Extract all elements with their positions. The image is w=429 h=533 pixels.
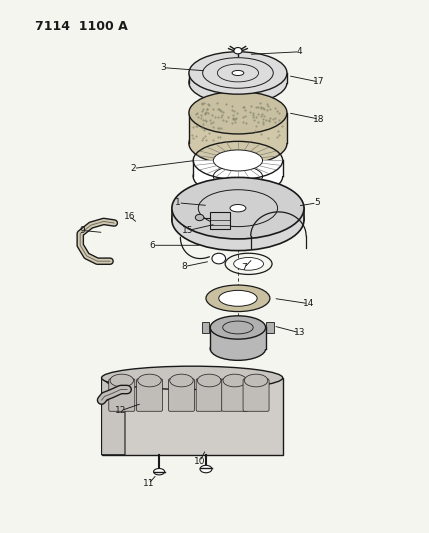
FancyBboxPatch shape [136, 379, 163, 411]
Ellipse shape [210, 337, 266, 360]
Text: 4: 4 [297, 47, 302, 56]
Text: 6: 6 [150, 241, 156, 250]
Ellipse shape [206, 285, 270, 312]
Ellipse shape [212, 253, 226, 264]
Text: 10: 10 [194, 457, 205, 466]
Text: 15: 15 [182, 226, 194, 235]
FancyBboxPatch shape [243, 379, 269, 411]
Ellipse shape [189, 122, 287, 165]
Text: 13: 13 [294, 328, 305, 337]
Bar [189, 113, 287, 143]
Ellipse shape [189, 61, 287, 104]
Bar [210, 327, 266, 349]
Text: 12: 12 [115, 406, 127, 415]
FancyBboxPatch shape [222, 379, 248, 411]
Ellipse shape [172, 189, 304, 251]
FancyBboxPatch shape [169, 379, 194, 411]
Text: 9: 9 [79, 226, 85, 235]
Text: 8: 8 [182, 262, 187, 271]
Ellipse shape [213, 166, 263, 187]
Ellipse shape [210, 316, 266, 339]
Polygon shape [102, 378, 283, 455]
Text: 18: 18 [313, 115, 325, 124]
Ellipse shape [234, 47, 242, 54]
Ellipse shape [189, 92, 287, 134]
Ellipse shape [172, 177, 304, 239]
Bar [266, 321, 274, 333]
FancyBboxPatch shape [196, 379, 222, 411]
Ellipse shape [138, 374, 161, 387]
Ellipse shape [195, 214, 204, 221]
Ellipse shape [234, 257, 263, 270]
Ellipse shape [219, 290, 257, 306]
Ellipse shape [230, 205, 246, 212]
Ellipse shape [193, 157, 283, 196]
Ellipse shape [154, 469, 165, 475]
Text: 3: 3 [160, 63, 166, 72]
Bar [193, 160, 283, 176]
Ellipse shape [232, 70, 244, 76]
Text: 17: 17 [313, 77, 325, 86]
Text: 16: 16 [124, 212, 135, 221]
Ellipse shape [189, 52, 287, 94]
Text: 2: 2 [131, 164, 136, 173]
Polygon shape [102, 378, 125, 455]
Text: 1: 1 [175, 198, 181, 207]
Bar [189, 73, 287, 83]
Ellipse shape [170, 374, 193, 387]
Ellipse shape [102, 366, 283, 390]
Ellipse shape [200, 465, 212, 473]
Ellipse shape [197, 374, 221, 387]
Ellipse shape [110, 374, 133, 387]
Text: 14: 14 [302, 299, 314, 308]
Text: 7: 7 [242, 263, 247, 272]
FancyBboxPatch shape [109, 379, 135, 411]
Bar [172, 208, 304, 220]
Bar [210, 213, 230, 229]
Text: 7114  1100 A: 7114 1100 A [36, 20, 128, 33]
Ellipse shape [213, 150, 263, 171]
Text: 11: 11 [143, 479, 154, 488]
Text: 5: 5 [314, 198, 320, 207]
Bar [202, 321, 209, 333]
Ellipse shape [245, 374, 268, 387]
Ellipse shape [223, 374, 247, 387]
